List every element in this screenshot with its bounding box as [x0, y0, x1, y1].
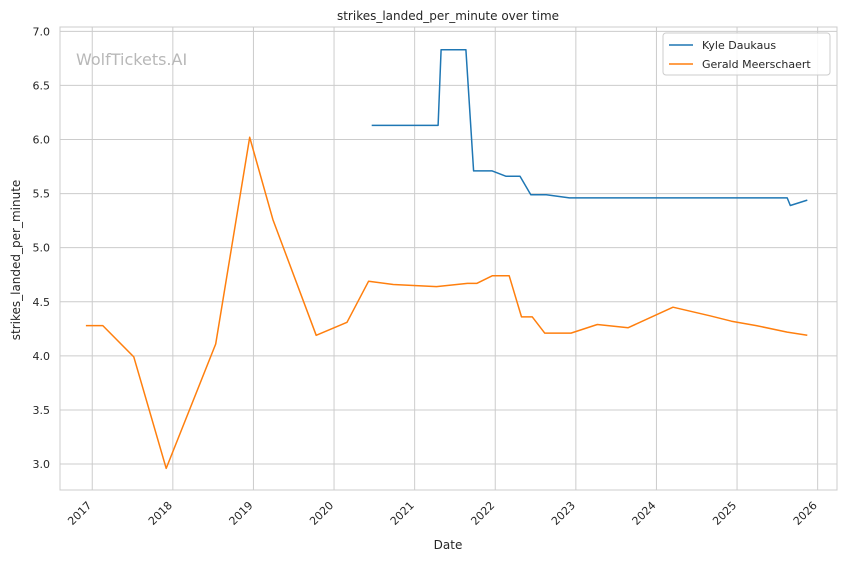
watermark: WolfTickets.AI	[76, 50, 187, 69]
series-line-1	[85, 136, 808, 470]
y-tick-label: 7.0	[33, 25, 51, 38]
chart-title: strikes_landed_per_minute over time	[337, 9, 559, 23]
y-axis-label: strikes_landed_per_minute	[9, 180, 23, 341]
legend: Kyle Daukaus Gerald Meerschaert	[662, 32, 831, 76]
y-tick-label: 4.5	[33, 296, 51, 309]
series-line-0	[371, 48, 808, 207]
y-tick-label: 5.5	[33, 188, 51, 201]
y-tick-label: 5.0	[33, 242, 51, 255]
y-tick-label: 6.5	[33, 79, 51, 92]
y-gridlines	[60, 30, 837, 465]
x-axis-label: Date	[434, 538, 463, 552]
plot-area	[59, 26, 838, 491]
legend-label: Gerald Meerschaert	[702, 58, 811, 71]
x-gridlines	[91, 27, 819, 490]
y-tick-label: 3.5	[33, 404, 51, 417]
series-layer	[85, 48, 808, 470]
y-tick-label: 6.0	[33, 134, 51, 147]
y-tick-label: 3.0	[33, 458, 51, 471]
legend-label: Kyle Daukaus	[702, 39, 776, 52]
y-tick-labels: 3.0 3.5 4.0 4.5 5.0 5.5 6.0 6.5 7.0	[33, 25, 51, 471]
legend-box	[662, 32, 831, 76]
y-tick-label: 4.0	[33, 350, 51, 363]
